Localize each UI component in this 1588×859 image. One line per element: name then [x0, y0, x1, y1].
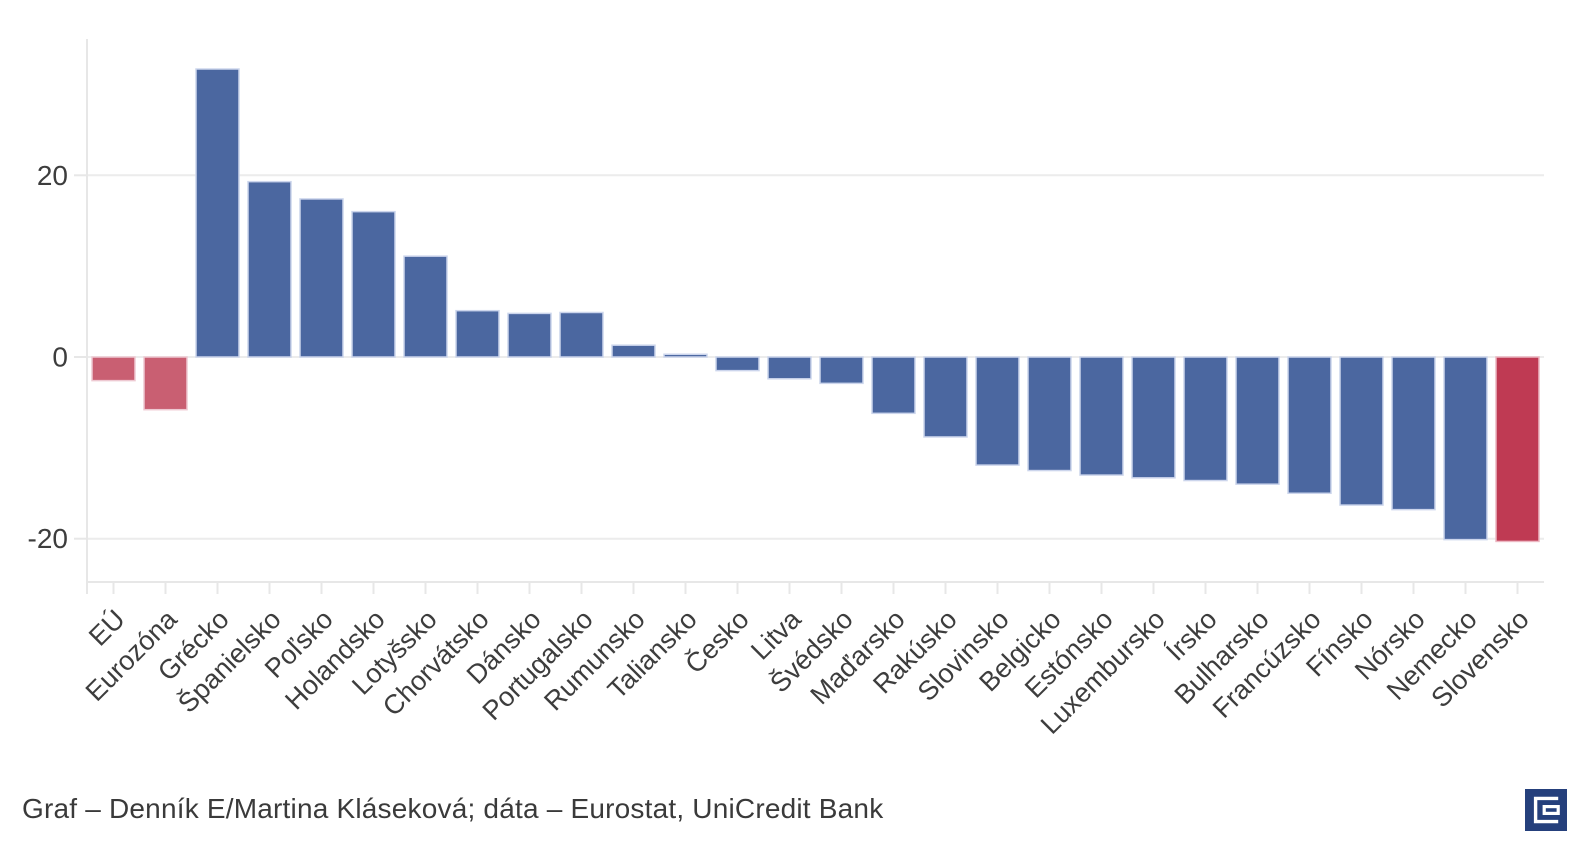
bar-Bulharsko [1235, 356, 1280, 485]
bar-Švédsko [819, 356, 864, 385]
bar-chart: 200-20EÚEurozónaGréckoŠpanielskoPoľskoHo… [28, 39, 1544, 740]
bar-Fínsko [1339, 356, 1384, 506]
logo-square [1525, 789, 1567, 831]
bar-Lotyšsko [403, 255, 448, 358]
bar-Francúzsko [1287, 356, 1332, 495]
bar-Portugalsko [559, 311, 604, 358]
bar-Slovinsko [975, 356, 1020, 466]
bar-Nórsko [1391, 356, 1436, 511]
bar-Rakúsko [923, 356, 968, 438]
bar-Luxembursko [1131, 356, 1176, 479]
y-tick-label-20: 20 [37, 160, 68, 191]
bar-Grécko [195, 68, 240, 358]
y-tick-label-0: 0 [52, 342, 68, 373]
bar-Maďarsko [871, 356, 916, 415]
bar-Rumunsko [611, 344, 656, 358]
bar-Írsko [1183, 356, 1228, 482]
logo-letter-e-outline [1533, 796, 1559, 824]
logo-letter-e-middle [1542, 805, 1560, 816]
bar-Dánsko [507, 312, 552, 358]
bar-Taliansko [663, 353, 708, 358]
bar-Chorvátsko [455, 309, 500, 358]
bar-Estónsko [1079, 356, 1124, 476]
dennik-e-logo [1525, 789, 1567, 831]
bar-Belgicko [1027, 356, 1072, 472]
bar-Slovensko [1495, 356, 1540, 543]
y-tick-label--20: -20 [28, 523, 68, 554]
chart-area: 20 0 -20 EÚ Eurozóna Grécko Španielsko Poľsko Ho… [28, 39, 1544, 740]
chart-caption: Graf – Denník E/Martina Kláseková; dáta … [22, 793, 884, 824]
bar-Eurozóna [143, 356, 188, 411]
bar-Litva [767, 356, 812, 380]
bar-EÚ [91, 356, 136, 382]
bar-Česko [715, 356, 760, 372]
bar-Holandsko [351, 210, 396, 358]
bar-Poľsko [299, 198, 344, 358]
bar-Nemecko [1443, 356, 1488, 541]
bar-Španielsko [247, 180, 292, 358]
